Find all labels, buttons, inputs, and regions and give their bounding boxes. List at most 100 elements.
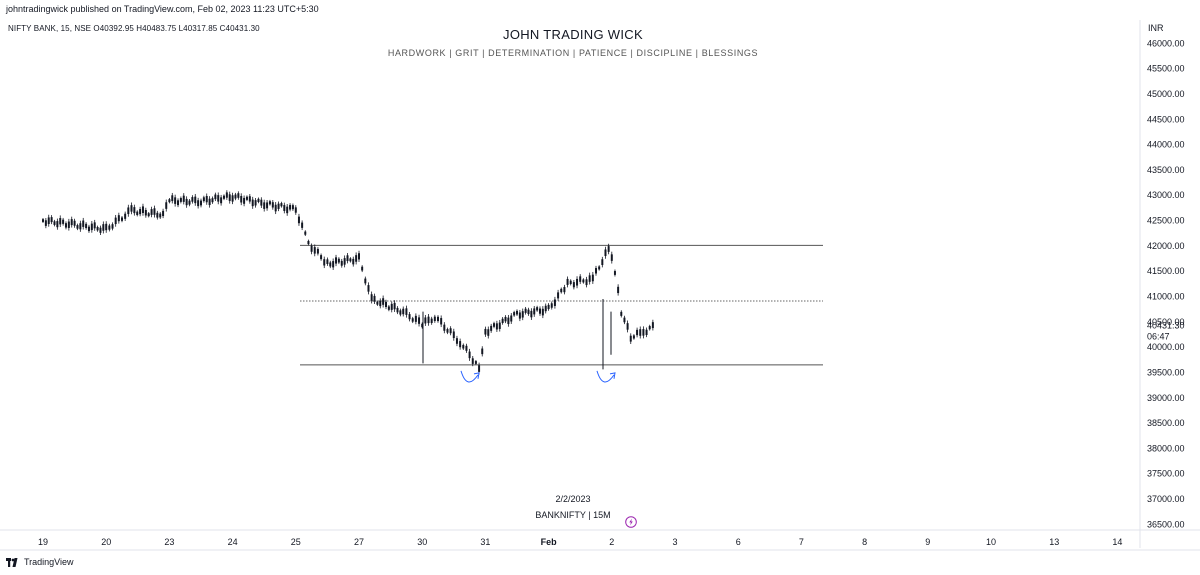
candle-body bbox=[632, 335, 635, 339]
candle-body bbox=[465, 345, 468, 351]
lightning-icon[interactable] bbox=[625, 516, 637, 528]
candle-body bbox=[595, 268, 597, 274]
y-tick-label: 41500.00 bbox=[1147, 266, 1185, 276]
chart-title: JOHN TRADING WICK bbox=[503, 27, 643, 42]
candle-body bbox=[343, 258, 346, 265]
candle-body bbox=[144, 209, 147, 216]
candle-body bbox=[367, 285, 370, 292]
x-tick-label: 25 bbox=[291, 537, 301, 547]
candle-body bbox=[437, 316, 439, 322]
candle-body bbox=[277, 203, 280, 209]
candle-body bbox=[156, 212, 159, 218]
candle-body bbox=[85, 223, 88, 229]
candle-body bbox=[263, 202, 266, 209]
candle-body bbox=[329, 262, 332, 267]
candle-body bbox=[121, 217, 123, 221]
candle-body bbox=[639, 329, 642, 336]
candle-body bbox=[297, 216, 300, 224]
candle-body bbox=[257, 198, 260, 202]
candle-body bbox=[67, 221, 70, 228]
candle-body bbox=[168, 199, 171, 203]
candle-body bbox=[424, 317, 427, 324]
y-tick-label: 40500.00 bbox=[1147, 317, 1185, 327]
candle-body bbox=[370, 294, 373, 301]
candle-body bbox=[411, 318, 414, 322]
candle-body bbox=[200, 200, 202, 206]
candle-body bbox=[127, 207, 130, 215]
candle-body bbox=[266, 202, 269, 209]
candle-body bbox=[591, 274, 594, 282]
candle-body bbox=[468, 351, 471, 359]
candle-body bbox=[254, 200, 257, 206]
candle-body bbox=[513, 312, 516, 316]
candle-body bbox=[205, 196, 208, 203]
candle-body bbox=[179, 198, 182, 202]
candle-body bbox=[617, 286, 620, 294]
candle-body bbox=[493, 323, 496, 327]
candle-body bbox=[507, 317, 510, 325]
candle-body bbox=[642, 329, 645, 336]
candle-body bbox=[70, 219, 73, 226]
candle-body bbox=[478, 365, 481, 372]
candle-body bbox=[337, 258, 340, 263]
candle-body bbox=[579, 276, 582, 282]
candle-body bbox=[268, 201, 271, 205]
candle-body bbox=[474, 361, 477, 364]
y-tick-label: 45000.00 bbox=[1147, 89, 1185, 99]
candle-body bbox=[139, 209, 142, 215]
candle-body bbox=[521, 311, 524, 318]
candle-body bbox=[283, 205, 286, 211]
x-tick-label: 3 bbox=[672, 537, 677, 547]
candle-body bbox=[289, 204, 292, 210]
candle-body bbox=[222, 195, 225, 199]
y-tick-label: 43000.00 bbox=[1147, 190, 1185, 200]
x-tick-label: 7 bbox=[799, 537, 804, 547]
candle-body bbox=[610, 254, 613, 261]
footer-brand[interactable]: TradingView bbox=[6, 557, 74, 567]
candle-body bbox=[291, 205, 294, 210]
candle-body bbox=[182, 195, 185, 202]
candle-body bbox=[99, 227, 102, 233]
candle-body bbox=[79, 223, 82, 230]
candle-body bbox=[376, 301, 379, 305]
candle-body bbox=[396, 307, 399, 313]
candle-body bbox=[165, 202, 168, 209]
watermark-symbol: BANKNIFTY | 15M bbox=[535, 510, 611, 520]
candle-body bbox=[102, 224, 105, 231]
candle-body bbox=[613, 271, 616, 275]
candle-body bbox=[87, 226, 90, 232]
x-tick-label: 8 bbox=[862, 537, 867, 547]
candle-body bbox=[150, 209, 153, 215]
candle-body bbox=[93, 222, 96, 229]
candle-body bbox=[191, 197, 194, 202]
candle-body bbox=[527, 309, 530, 315]
y-tick-label: 46000.00 bbox=[1147, 38, 1185, 48]
candle-body bbox=[623, 317, 626, 323]
footer-brand-text: TradingView bbox=[24, 557, 74, 567]
candle-body bbox=[533, 308, 536, 315]
candle-body bbox=[217, 195, 220, 202]
candle-body bbox=[524, 308, 527, 313]
candle-body bbox=[228, 194, 231, 201]
candle-body bbox=[452, 331, 455, 339]
candle-body bbox=[358, 253, 360, 260]
candle-body bbox=[495, 323, 498, 330]
candle-body bbox=[536, 307, 539, 311]
candle-body bbox=[572, 282, 575, 288]
candle-body bbox=[214, 194, 217, 200]
candle-body bbox=[405, 308, 408, 315]
candle-body bbox=[211, 198, 214, 203]
y-tick-label: 43500.00 bbox=[1147, 165, 1185, 175]
y-tick-label: 39500.00 bbox=[1147, 367, 1185, 377]
candle-body bbox=[530, 310, 533, 318]
candle-body bbox=[274, 204, 277, 212]
candle-body bbox=[490, 325, 493, 331]
candle-body bbox=[194, 196, 197, 204]
candle-body bbox=[248, 196, 251, 202]
candle-body bbox=[96, 227, 99, 231]
candle-body bbox=[260, 199, 263, 206]
candle-body bbox=[498, 322, 501, 329]
candle-body bbox=[449, 328, 452, 334]
candle-body bbox=[234, 194, 237, 199]
